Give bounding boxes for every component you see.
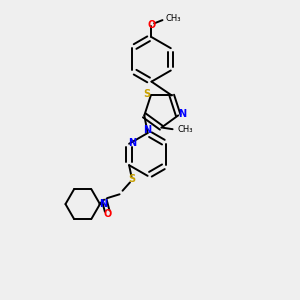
Text: O: O (103, 209, 112, 219)
Text: N: N (178, 110, 186, 119)
Text: S: S (128, 174, 135, 184)
Text: CH₃: CH₃ (177, 125, 193, 134)
Text: S: S (143, 89, 151, 99)
Text: N: N (129, 138, 137, 148)
Text: CH₃: CH₃ (166, 14, 181, 23)
Text: N: N (99, 199, 107, 209)
Text: O: O (147, 20, 156, 30)
Text: N: N (144, 125, 152, 135)
